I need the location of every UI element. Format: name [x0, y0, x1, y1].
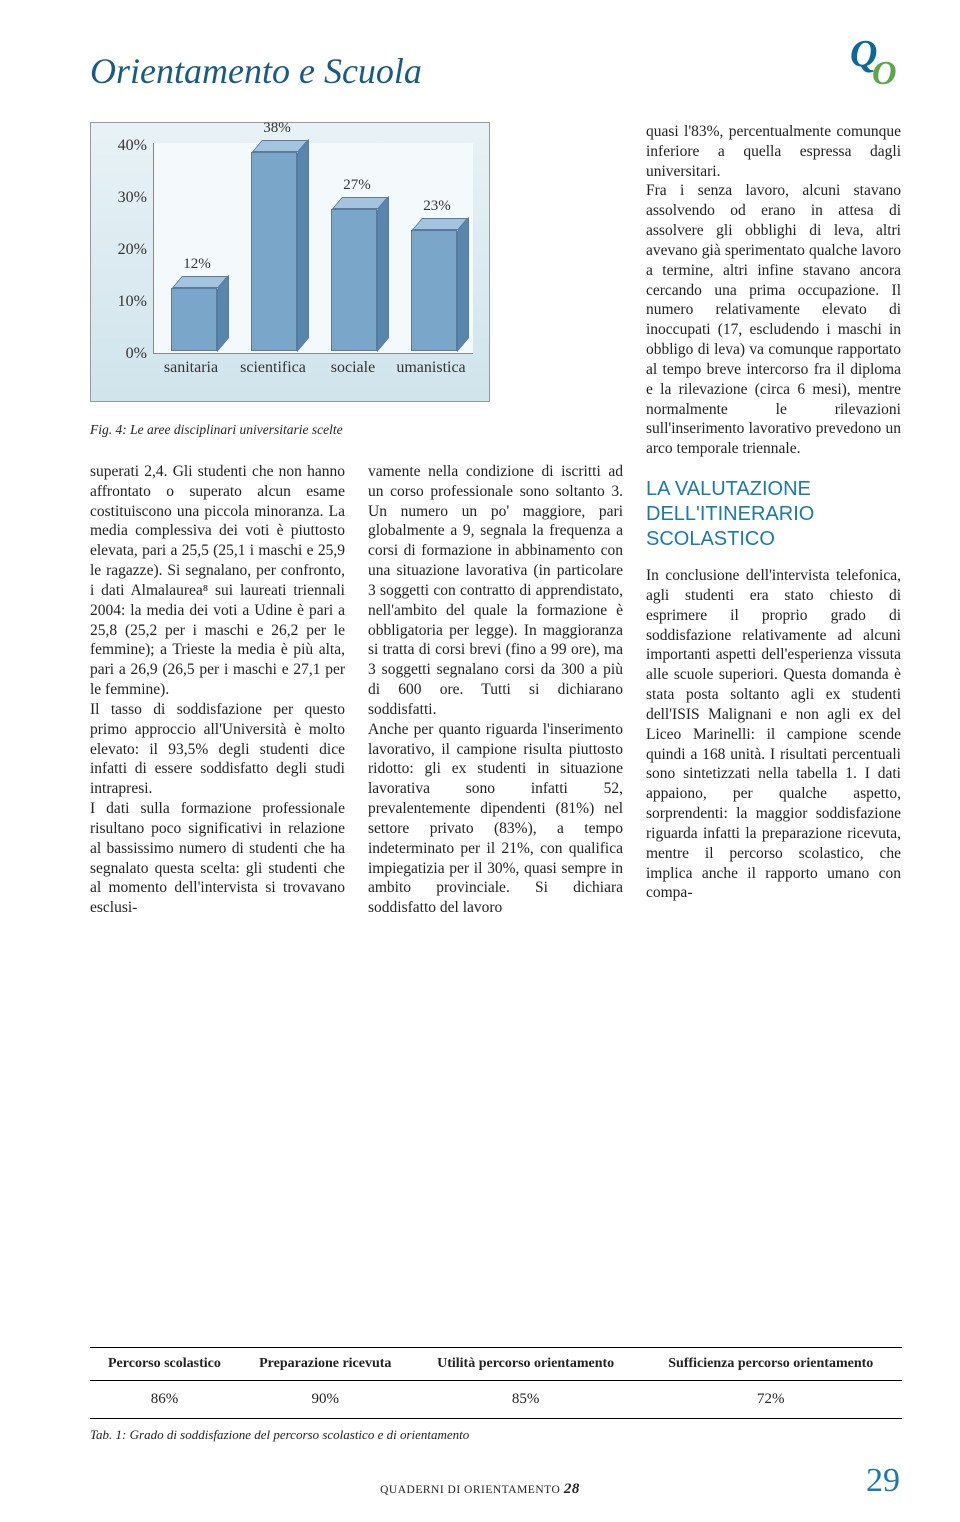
table-row: 86% 90% 85% 72%: [90, 1381, 902, 1419]
table-cell: 90%: [239, 1381, 412, 1419]
body-col3-part-a: quasi l'83%, percentualmente comunque in…: [646, 122, 901, 459]
y-tick-label: 30%: [97, 189, 147, 207]
table-cell: 72%: [640, 1381, 902, 1419]
body-col3-part-b: In conclusione dell'intervista telefonic…: [646, 566, 901, 903]
body-column-3: quasi l'83%, percentualmente comunque in…: [646, 122, 901, 1322]
body-column-1: superati 2,4. Gli studenti che non hanno…: [90, 462, 345, 1322]
table-caption: Tab. 1: Grado di soddisfazione del perco…: [90, 1427, 902, 1443]
table-cell: 85%: [412, 1381, 640, 1419]
y-tick-label: 0%: [97, 345, 147, 363]
y-tick-label: 20%: [97, 241, 147, 259]
x-category-label: sanitaria: [151, 359, 231, 377]
body-column-2: vamente nella condizione di iscritti ad …: [368, 462, 623, 1322]
content-area: 0% 10% 20% 30% 40% 12% sanitaria 38% sci…: [90, 122, 900, 1352]
bar-value-label: 38%: [247, 120, 307, 137]
satisfaction-table-wrap: Percorso scolastico Preparazione ricevut…: [90, 1347, 902, 1443]
table-header: Preparazione ricevuta: [239, 1348, 412, 1381]
bar-value-label: 27%: [327, 177, 387, 194]
table-header: Utilità percorso orientamento: [412, 1348, 640, 1381]
issue-number: 28: [564, 1481, 580, 1497]
x-category-label: umanistica: [391, 359, 471, 377]
bar-chart: 0% 10% 20% 30% 40% 12% sanitaria 38% sci…: [90, 122, 490, 402]
y-tick-label: 40%: [97, 137, 147, 155]
x-category-label: sociale: [313, 359, 393, 377]
svg-text:O: O: [872, 55, 897, 90]
subsection-heading: LA VALUTAZIONE DELL'ITINERARIO SCOLASTIC…: [646, 477, 901, 552]
table-header: Percorso scolastico: [90, 1348, 239, 1381]
bar-value-label: 12%: [167, 256, 227, 273]
chart-caption: Fig. 4: Le aree disciplinari universitar…: [90, 422, 490, 438]
magazine-name: QUADERNI DI ORIENTAMENTO: [380, 1484, 560, 1496]
section-title: Orientamento e Scuola: [90, 50, 900, 92]
table-cell: 86%: [90, 1381, 239, 1419]
y-tick-label: 10%: [97, 293, 147, 311]
table-header: Sufficienza percorso orientamento: [640, 1348, 902, 1381]
bar-value-label: 23%: [407, 198, 467, 215]
footer: QUADERNI DI ORIENTAMENTO 28: [380, 1481, 580, 1498]
page-number: 29: [866, 1462, 900, 1500]
qo-logo: Q O: [844, 36, 904, 90]
x-category-label: scientifica: [233, 359, 313, 377]
satisfaction-table: Percorso scolastico Preparazione ricevut…: [90, 1347, 902, 1419]
